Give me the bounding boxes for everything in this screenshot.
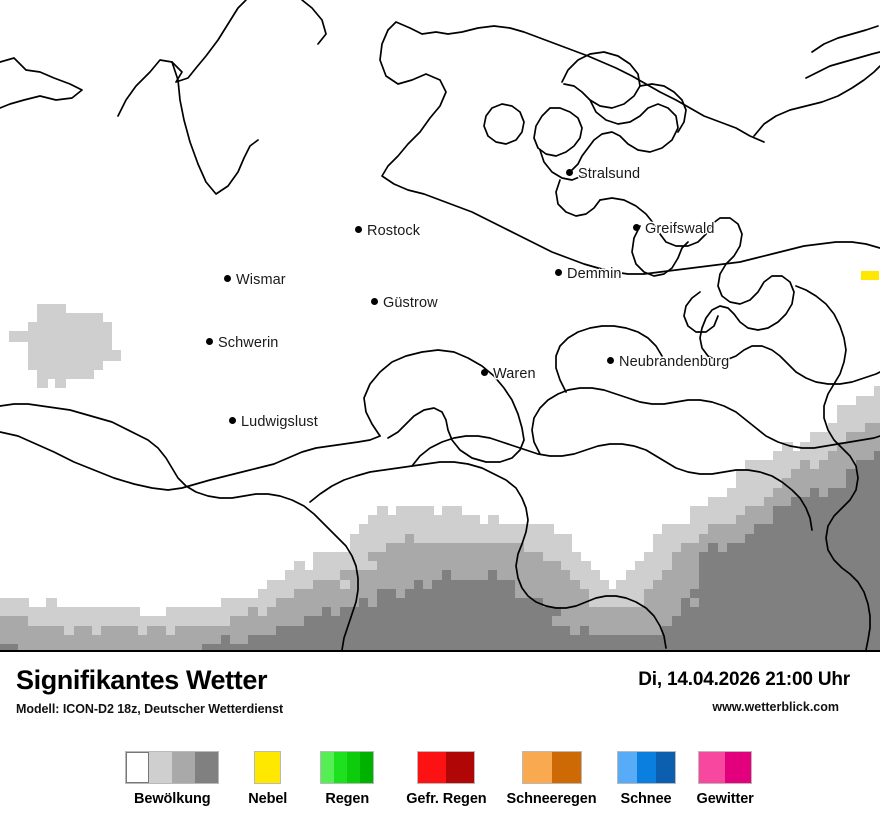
weather-map-panel[interactable]: Stralsund Rostock Greifswald Demmin Wismar Gü…	[0, 0, 880, 652]
legend-swatch-cell	[360, 752, 374, 783]
legend-item-sleet: Schneeregen	[506, 751, 597, 807]
legend-item-thunderstorm: Gewitter	[696, 751, 754, 807]
footer-panel: Signifikantes Wetter Modell: ICON-D2 18z…	[0, 652, 880, 830]
legend-swatch-freezing-rain	[417, 751, 476, 784]
city-dot-icon	[607, 357, 614, 365]
city-label: Waren	[493, 365, 536, 382]
city-dot-icon	[229, 417, 236, 425]
legend-item-rain: Regen	[320, 751, 375, 807]
legend-item-fog: Nebel	[248, 751, 288, 807]
city-dot-icon	[355, 226, 362, 234]
meta-block: Di, 14.04.2026 21:00 Uhr www.wetterblick…	[638, 670, 850, 714]
city-label: Güstrow	[383, 294, 438, 311]
legend-swatch-cloud-cover	[125, 751, 220, 784]
city-label: Stralsund	[578, 165, 641, 182]
title-block: Signifikantes Wetter Modell: ICON-D2 18z…	[16, 667, 283, 716]
legend-swatch-thunderstorm	[698, 751, 753, 784]
legend-swatch-cell	[255, 752, 281, 783]
weather-legend: Bewölkung Nebel Regen Gefr. Regen Schneerege…	[0, 751, 880, 807]
legend-item-freezing-rain: Gefr. Regen	[406, 751, 487, 807]
legend-label: Gewitter	[696, 791, 754, 807]
page-title: Signifikantes Wetter	[16, 665, 268, 695]
legend-label: Schneeregen	[506, 791, 597, 807]
legend-swatch-cell	[195, 752, 219, 783]
city-dot-icon	[371, 298, 378, 306]
legend-swatch-cell	[347, 752, 361, 783]
city-marker: Greifswald	[633, 221, 715, 237]
legend-label: Nebel	[248, 791, 288, 807]
city-marker: Demmin	[555, 266, 622, 282]
legend-label: Schnee	[620, 791, 672, 807]
city-dot-icon	[224, 275, 231, 283]
legend-swatch-rain	[320, 751, 375, 784]
legend-swatch-cell	[725, 752, 752, 783]
legend-swatch-cell	[418, 752, 447, 783]
legend-swatch-cell	[446, 752, 475, 783]
legend-label: Bewölkung	[134, 791, 211, 807]
city-marker: Rostock	[355, 223, 420, 239]
city-dot-icon	[481, 369, 488, 377]
legend-swatch-cell	[551, 752, 581, 783]
city-label: Schwerin	[218, 334, 279, 351]
legend-swatch-cell	[522, 752, 552, 783]
legend-swatch-snow	[616, 751, 676, 784]
legend-swatch-fog	[254, 751, 282, 784]
cloud-cover-raster	[0, 0, 880, 650]
legend-swatch-cell	[655, 752, 675, 783]
legend-label: Gefr. Regen	[406, 791, 487, 807]
city-label: Greifswald	[645, 220, 715, 237]
legend-swatch-cell	[149, 752, 173, 783]
city-label: Ludwigslust	[241, 413, 318, 430]
coastline-overlay	[0, 0, 880, 650]
model-subtitle: Modell: ICON-D2 18z, Deutscher Wetterdie…	[16, 702, 284, 716]
legend-swatch-cell	[172, 752, 196, 783]
city-marker: Güstrow	[371, 295, 438, 311]
legend-swatch-cell	[321, 752, 335, 783]
footer-header: Signifikantes Wetter Modell: ICON-D2 18z…	[0, 652, 880, 728]
legend-swatch-cell	[636, 752, 656, 783]
city-dot-icon	[555, 269, 562, 277]
legend-swatch-cell	[617, 752, 637, 783]
city-marker: Ludwigslust	[229, 414, 318, 430]
legend-swatch-cell	[699, 752, 726, 783]
city-label: Rostock	[367, 222, 421, 239]
site-url: www.wetterblick.com	[712, 700, 839, 714]
city-dot-icon	[206, 338, 213, 346]
legend-label: Regen	[325, 791, 370, 807]
city-marker: Schwerin	[206, 335, 278, 351]
legend-item-snow: Schnee	[616, 751, 676, 807]
legend-swatch-cell	[126, 752, 150, 783]
city-label: Neubrandenburg	[619, 353, 730, 370]
city-dot-icon	[633, 224, 640, 232]
legend-swatch-sleet	[521, 751, 582, 784]
legend-item-cloud-cover: Bewölkung	[125, 751, 220, 807]
city-label-layer: Stralsund Rostock Greifswald Demmin Wismar Gü…	[206, 166, 729, 430]
city-label: Demmin	[567, 265, 622, 282]
city-label: Wismar	[236, 271, 286, 288]
city-marker: Stralsund	[566, 166, 640, 182]
city-dot-icon	[566, 169, 573, 177]
city-marker: Waren	[481, 366, 536, 382]
legend-swatch-cell	[334, 752, 348, 783]
forecast-valid-time: Di, 14.04.2026 21:00 Uhr	[638, 669, 850, 690]
city-marker: Neubrandenburg	[607, 354, 729, 370]
city-marker: Wismar	[224, 272, 286, 288]
